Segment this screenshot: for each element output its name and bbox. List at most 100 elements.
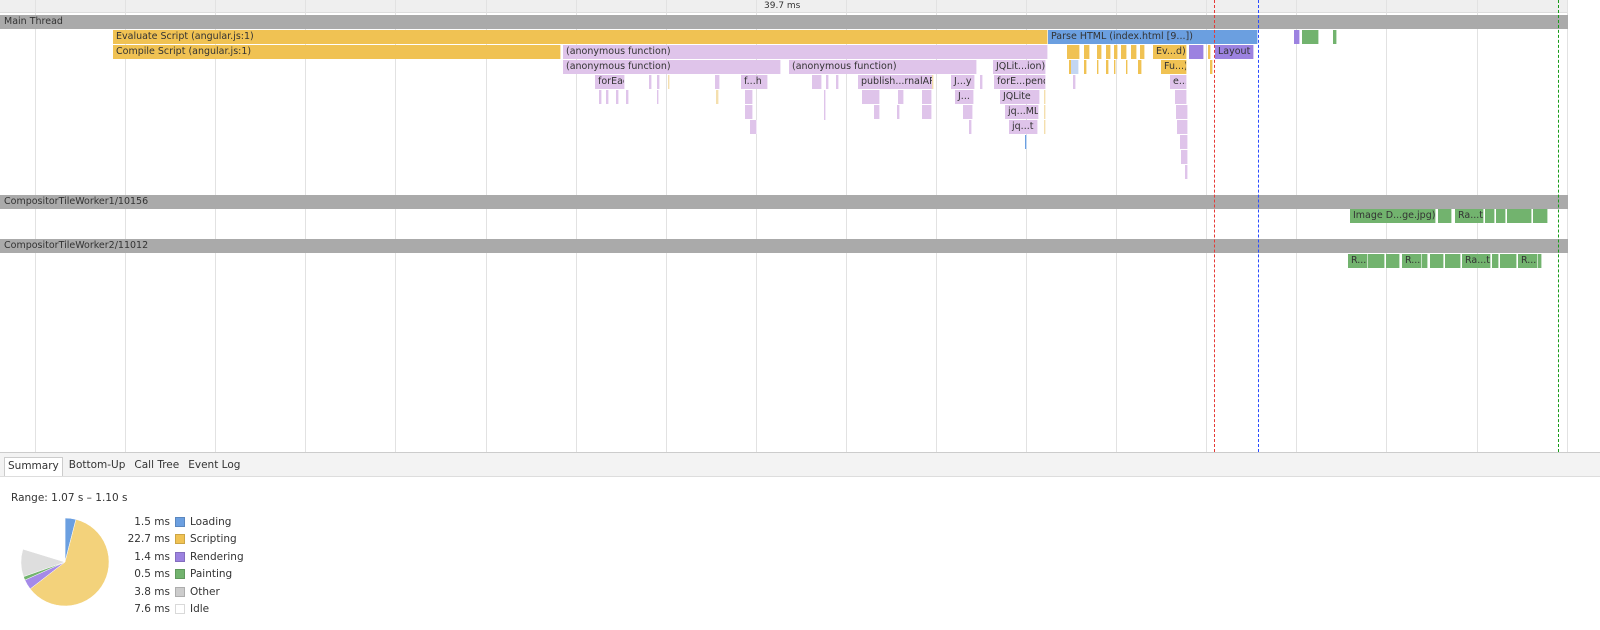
event-slice[interactable] <box>980 75 983 89</box>
event-slice[interactable] <box>1175 90 1187 104</box>
event-e[interactable]: e... <box>1170 75 1187 89</box>
event-slice[interactable] <box>898 90 904 104</box>
event-slice[interactable] <box>1210 60 1213 74</box>
event-slice[interactable] <box>1084 45 1090 59</box>
event-slice[interactable] <box>1044 120 1046 134</box>
event-slice[interactable] <box>1140 45 1145 59</box>
event-slice[interactable] <box>932 75 934 89</box>
tab-event-log[interactable]: Event Log <box>188 459 241 471</box>
event-slice[interactable] <box>1333 30 1337 44</box>
tab-call-tree[interactable]: Call Tree <box>134 459 180 471</box>
event-anonymous-function[interactable]: (anonymous function) <box>789 60 977 74</box>
event-slice[interactable] <box>1176 105 1188 119</box>
tab-bottom-up[interactable]: Bottom-Up <box>68 459 126 471</box>
event-rasterize[interactable]: Ra...t <box>1462 254 1491 268</box>
event-rasterize[interactable]: R... <box>1402 254 1422 268</box>
event-slice[interactable] <box>657 90 659 104</box>
event-slice[interactable] <box>1189 45 1204 59</box>
event-rasterize[interactable]: R... <box>1348 254 1368 268</box>
event-anonymous-function[interactable]: (anonymous function) <box>563 60 781 74</box>
event-slice[interactable] <box>745 90 753 104</box>
track-compositor-worker-2[interactable]: CompositorTileWorker2/11012 <box>0 239 1568 253</box>
event-j[interactable]: J... <box>955 90 974 104</box>
event-slice[interactable] <box>897 105 900 119</box>
event-layout[interactable]: Layout <box>1215 45 1254 59</box>
event-slice[interactable] <box>826 75 829 89</box>
event-slice[interactable] <box>606 90 609 104</box>
event-jqlite[interactable]: JQLite <box>1000 90 1040 104</box>
event-evaluate-script[interactable]: Evaluate Script (angular.js:1) <box>113 30 1048 44</box>
event-slice[interactable] <box>1114 60 1116 74</box>
event-ev-d[interactable]: Ev...d) <box>1153 45 1187 59</box>
time-ruler[interactable]: 39.7 ms <box>0 0 1568 13</box>
event-slice[interactable] <box>1185 165 1188 179</box>
event-slice[interactable] <box>657 75 660 89</box>
event-slice[interactable] <box>626 90 629 104</box>
scrollbar[interactable] <box>1568 0 1600 452</box>
event-slice[interactable] <box>922 90 932 104</box>
event-slice[interactable] <box>1177 120 1188 134</box>
event-slice[interactable] <box>1138 60 1142 74</box>
event-slice[interactable] <box>1044 90 1046 104</box>
event-slice[interactable] <box>745 105 753 119</box>
event-slice[interactable] <box>1533 209 1548 223</box>
event-slice[interactable] <box>862 90 880 104</box>
event-slice[interactable] <box>1106 45 1111 59</box>
event-slice[interactable] <box>1438 209 1452 223</box>
tab-summary[interactable]: Summary <box>4 457 63 476</box>
event-slice[interactable] <box>1500 254 1517 268</box>
event-slice[interactable] <box>1294 30 1300 44</box>
event-slice[interactable] <box>1422 254 1428 268</box>
event-publish-external-api[interactable]: publish...rnalAPI <box>858 75 934 89</box>
event-slice[interactable] <box>1097 45 1102 59</box>
event-slice[interactable] <box>1025 135 1027 149</box>
event-slice[interactable] <box>599 90 602 104</box>
event-rasterize[interactable]: Ra...t <box>1455 209 1484 223</box>
event-slice[interactable] <box>1485 209 1495 223</box>
event-jq-t[interactable]: jq...t <box>1009 120 1038 134</box>
event-rasterize[interactable]: R... <box>1518 254 1538 268</box>
event-slice[interactable] <box>1386 254 1400 268</box>
event-slice[interactable] <box>1084 60 1087 74</box>
event-slice[interactable] <box>668 75 670 89</box>
event-slice[interactable] <box>1106 60 1109 74</box>
event-slice[interactable] <box>1538 254 1542 268</box>
event-fu[interactable]: Fu...) <box>1161 60 1187 74</box>
event-slice[interactable] <box>1492 254 1499 268</box>
event-slice[interactable] <box>1208 45 1211 59</box>
event-slice[interactable] <box>716 90 719 104</box>
event-slice[interactable] <box>1180 135 1188 149</box>
event-image-decode[interactable]: Image D...ge.jpg) <box>1350 209 1436 223</box>
event-slice[interactable] <box>649 75 652 89</box>
event-slice[interactable] <box>969 120 972 134</box>
event-slice[interactable] <box>1121 45 1127 59</box>
event-slice[interactable] <box>1368 254 1385 268</box>
event-compile-script[interactable]: Compile Script (angular.js:1) <box>113 45 561 59</box>
event-slice[interactable] <box>1044 105 1046 119</box>
event-slice[interactable] <box>1302 30 1319 44</box>
event-slice[interactable] <box>1067 45 1080 59</box>
event-slice[interactable] <box>1445 254 1461 268</box>
event-slice[interactable] <box>1097 60 1099 74</box>
event-f-h[interactable]: f...h <box>741 75 768 89</box>
event-slice[interactable] <box>1071 60 1079 74</box>
event-slice[interactable] <box>874 105 880 119</box>
event-foreach-append[interactable]: forE...pend <box>994 75 1046 89</box>
event-anonymous-function[interactable]: (anonymous function) <box>563 45 1048 59</box>
event-slice[interactable] <box>1430 254 1444 268</box>
event-slice[interactable] <box>1073 75 1076 89</box>
event-parse-html[interactable]: Parse HTML (index.html [9...]) <box>1048 30 1258 44</box>
track-main-thread[interactable]: Main Thread <box>0 15 1568 29</box>
event-slice[interactable] <box>1131 45 1137 59</box>
event-slice[interactable] <box>715 75 720 89</box>
event-foreach[interactable]: forEach <box>595 75 625 89</box>
event-jq-ml[interactable]: jq...ML <box>1005 105 1039 119</box>
event-slice[interactable] <box>818 75 822 89</box>
event-slice[interactable] <box>836 75 839 89</box>
event-slice[interactable] <box>963 105 973 119</box>
event-jqlite-ion[interactable]: JQLit...ion) <box>993 60 1046 74</box>
event-slice[interactable] <box>1496 209 1506 223</box>
flame-chart[interactable]: 39.7 ms Main Thread CompositorTileWorker… <box>0 0 1568 452</box>
event-slice[interactable] <box>1126 60 1128 74</box>
event-slice[interactable] <box>616 90 619 104</box>
